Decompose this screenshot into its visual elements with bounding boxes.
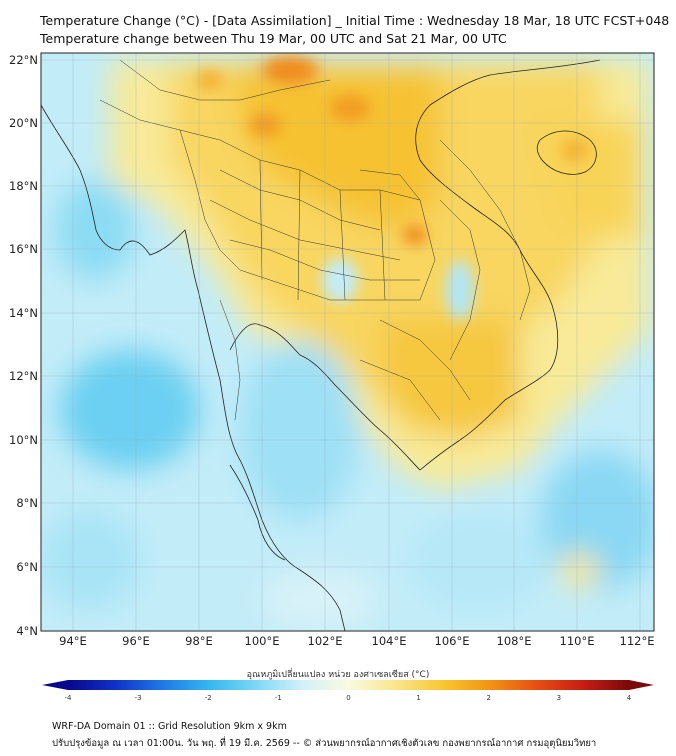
colorbar-high-arrow bbox=[629, 680, 654, 690]
lon-label: 110°E bbox=[560, 634, 595, 648]
colorbar-ticks: -4 -3 -2 -1 0 1 2 3 4 bbox=[65, 694, 632, 702]
lat-label: 18°N bbox=[9, 179, 38, 193]
colorbar-tick-label: 2 bbox=[487, 694, 491, 702]
graticule bbox=[41, 53, 654, 631]
lat-label: 20°N bbox=[9, 116, 38, 130]
lat-label: 8°N bbox=[16, 496, 38, 510]
temperature-field bbox=[41, 53, 654, 631]
lon-label: 104°E bbox=[372, 634, 407, 648]
coastlines bbox=[41, 59, 601, 631]
latitude-labels: 22°N 20°N 18°N 16°N 14°N 12°N 10°N 8°N 6… bbox=[9, 53, 38, 638]
lon-label: 108°E bbox=[497, 634, 532, 648]
lon-label: 102°E bbox=[308, 634, 343, 648]
lon-label: 100°E bbox=[245, 634, 280, 648]
lat-label: 14°N bbox=[9, 306, 38, 320]
map-subtitle: Temperature change between Thu 19 Mar, 0… bbox=[40, 31, 507, 46]
map-frame bbox=[40, 52, 655, 632]
lon-label: 112°E bbox=[620, 634, 655, 648]
colorbar: -4 -3 -2 -1 0 1 2 3 4 bbox=[42, 680, 654, 702]
lat-label: 4°N bbox=[16, 624, 38, 638]
lat-label: 12°N bbox=[9, 369, 38, 383]
lat-label: 22°N bbox=[9, 53, 38, 67]
province-borders bbox=[99, 59, 531, 421]
colorbar-tick-label: 3 bbox=[557, 694, 561, 702]
lon-label: 106°E bbox=[435, 634, 470, 648]
colorbar-tick-label: -4 bbox=[65, 694, 73, 702]
colorbar-low-arrow bbox=[42, 680, 68, 690]
lat-label: 16°N bbox=[9, 242, 38, 256]
footer-model-info: WRF-DA Domain 01 :: Grid Resolution 9km … bbox=[52, 721, 287, 732]
colorbar-tick-label: -1 bbox=[275, 694, 282, 702]
lat-label: 6°N bbox=[16, 560, 38, 574]
colorbar-tick-label: 0 bbox=[346, 694, 350, 702]
colorbar-tick-label: -2 bbox=[205, 694, 212, 702]
colorbar-title: อุณหภูมิเปลี่ยนแปลง หน่วย องศาเซลเซียส (… bbox=[246, 670, 430, 680]
colorbar-tick-label: 4 bbox=[627, 694, 632, 702]
lon-label: 96°E bbox=[122, 634, 150, 648]
lon-label: 98°E bbox=[185, 634, 213, 648]
lat-label: 10°N bbox=[9, 433, 38, 447]
colorbar-tick-label: 1 bbox=[416, 694, 420, 702]
map-title: Temperature Change (°C) - [Data Assimila… bbox=[40, 13, 670, 28]
colorbar-scale bbox=[68, 680, 629, 690]
lon-label: 94°E bbox=[59, 634, 87, 648]
longitude-labels: 94°E 96°E 98°E 100°E 102°E 104°E 106°E 1… bbox=[59, 634, 654, 648]
colorbar-tick-label: -3 bbox=[135, 694, 142, 702]
footer-update-info: ปรับปรุงข้อมูล ณ เวลา 01:00น. วัน พฤ. ที… bbox=[52, 738, 597, 749]
